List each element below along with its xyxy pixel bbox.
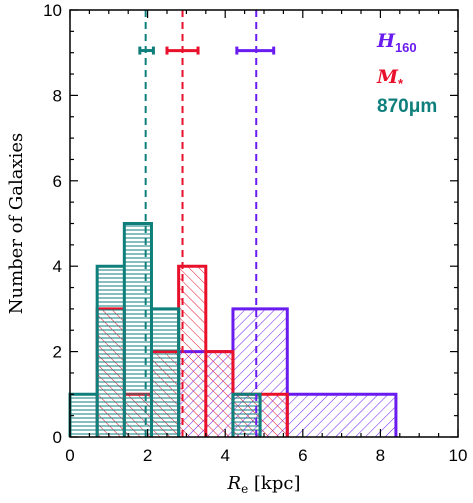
bars-layer <box>68 222 398 437</box>
x-tick-label-0: 0 <box>65 446 74 465</box>
y-axis-label: Number of Galaxies <box>6 133 27 315</box>
y-tick-label-8: 8 <box>53 86 62 105</box>
y-tick-label-4: 4 <box>53 257 62 276</box>
error-bar-h160 <box>235 46 276 55</box>
y-tick-label-10: 10 <box>43 1 62 20</box>
bar-mm870-1 <box>97 266 125 437</box>
legend-entry-h160: H160 <box>376 30 417 55</box>
error-bar-mstar <box>165 46 200 55</box>
bar-mm870-5 <box>232 394 261 437</box>
error-bars-layer <box>138 46 276 55</box>
bar-mm870-0 <box>70 394 98 437</box>
y-tick-label-2: 2 <box>53 343 62 362</box>
ticks-layer: 0 2 4 6 8 10 0 2 4 6 8 10 <box>43 1 467 465</box>
x-tick-label-2: 2 <box>143 446 152 465</box>
bar-mstar-4 <box>205 351 233 437</box>
series-mm870 <box>68 222 262 437</box>
bar-mm870-3 <box>151 308 179 437</box>
legend-entry-mstar: M* <box>376 66 404 91</box>
x-axis-label: Re [kpc] <box>227 473 301 496</box>
x-tick-label-8: 8 <box>376 446 385 465</box>
y-tick-label-6: 6 <box>53 172 62 191</box>
error-bar-mm870 <box>138 46 155 55</box>
x-tick-label-6: 6 <box>298 446 307 465</box>
bar-h160-2 <box>287 394 396 437</box>
legend-entry-870um: 870μm <box>377 96 437 117</box>
bar-mm870-2 <box>124 223 152 437</box>
y-tick-label-0: 0 <box>53 428 62 447</box>
legend: H160 M* 870μm <box>376 30 437 117</box>
outline-mm870 <box>68 222 262 437</box>
x-tick-label-4: 4 <box>220 446 229 465</box>
x-tick-label-10: 10 <box>449 446 468 465</box>
